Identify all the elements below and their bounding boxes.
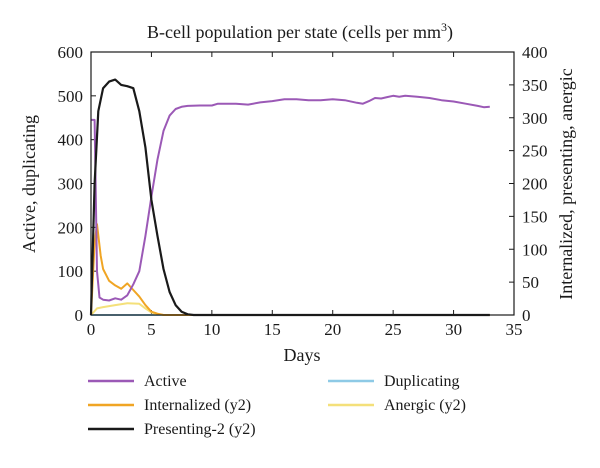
x-tick-label: 20 [324, 320, 341, 339]
x-tick-label: 15 [264, 320, 281, 339]
x-tick-label: 30 [445, 320, 462, 339]
y2-tick-label: 150 [522, 207, 548, 226]
series-line-presenting-2-y2 [89, 78, 490, 317]
legend: Active Internalized (y2) Presenting-2 (y2)… [88, 373, 466, 438]
y-axis-ticks: 0 100 200 300 400 500 600 [58, 43, 96, 325]
y2-tick-label: 400 [522, 43, 548, 62]
series-line-active [91, 94, 490, 302]
y2-axis-ticks: 0 50 100 150 200 250 300 350 400 [509, 43, 548, 325]
legend-label-duplicating: Duplicating [384, 373, 460, 390]
series-line-anergic-y2 [90, 302, 490, 316]
plot-frame [90, 51, 515, 316]
chart-title-suffix: ) [447, 22, 453, 43]
legend-label-internalized-y2: Internalized (y2) [144, 397, 251, 414]
chart-title-main: B-cell population per state (cells per m… [147, 22, 441, 43]
x-tick-label: 5 [147, 320, 156, 339]
y2-tick-label: 50 [522, 273, 539, 292]
y-tick-label: 100 [58, 262, 84, 281]
y-axis-title: Active, duplicating [19, 115, 39, 253]
y-tick-label: 300 [58, 175, 84, 194]
x-tick-label: 25 [385, 320, 402, 339]
x-tick-label: 35 [506, 320, 523, 339]
y2-tick-label: 100 [522, 240, 548, 259]
y2-axis-title: Internalized, presenting, anergic [556, 68, 576, 300]
y-tick-label: 200 [58, 218, 84, 237]
x-axis-title: Days [284, 345, 321, 365]
y-tick-label: 500 [58, 87, 84, 106]
legend-label-active: Active [144, 373, 187, 390]
y2-tick-label: 200 [522, 175, 548, 194]
x-tick-label: 0 [87, 320, 96, 339]
legend-label-anergic-y2: Anergic (y2) [384, 397, 466, 414]
legend-label-presenting-2-y2: Presenting-2 (y2) [144, 421, 256, 438]
y2-tick-label: 300 [522, 109, 548, 128]
chart-title-superscript: 3 [441, 20, 447, 34]
x-tick-label: 10 [203, 320, 220, 339]
chart-title: B-cell population per state (cells per m… [147, 20, 453, 43]
y-tick-label: 0 [75, 306, 84, 325]
y2-tick-label: 250 [522, 142, 548, 161]
series-line-internalized-y2 [90, 223, 490, 316]
y2-tick-label: 0 [522, 306, 531, 325]
y-tick-label: 600 [58, 43, 84, 62]
series-lines [89, 78, 490, 317]
y2-tick-label: 350 [522, 76, 548, 95]
y-tick-label: 400 [58, 131, 84, 150]
